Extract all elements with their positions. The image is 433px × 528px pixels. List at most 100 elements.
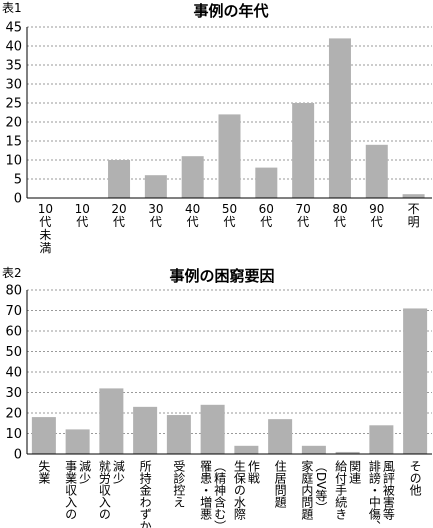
x-tick-label: 30代 xyxy=(148,202,163,229)
x-tick-label-line: 誹謗・中傷、 xyxy=(367,460,381,528)
x-tick-label-line: 代 xyxy=(150,215,162,229)
x-tick-label: 家庭内問題 （DV等） xyxy=(300,459,328,521)
x-tick-label-line: 代 xyxy=(76,215,88,229)
y-tick-label: 15 xyxy=(5,135,22,150)
x-tick-label-line: その他 xyxy=(408,460,422,496)
bar xyxy=(200,404,225,454)
x-tick-label-line: 代 xyxy=(113,215,125,229)
y-tick-label: 40 xyxy=(5,366,22,381)
x-tick-label: 40代 xyxy=(185,202,200,229)
x-tick-label-line: 代 xyxy=(334,215,346,229)
bar xyxy=(144,175,167,198)
x-tick-label: 50代 xyxy=(222,202,237,229)
y-tick-label: 40 xyxy=(5,40,22,55)
x-tick-label: 受診控え xyxy=(172,460,186,508)
x-tick-label-line: 事業収入の xyxy=(64,460,78,520)
x-tick-label: 就労収入の 減少 xyxy=(97,459,125,520)
x-tick-label: 住居問題 xyxy=(273,460,287,509)
chart-label: 表1 xyxy=(2,1,22,15)
y-tick-label: 10 xyxy=(5,427,22,442)
x-tick-label: 不明 xyxy=(408,202,420,229)
x-tick-label-line: 未 xyxy=(39,228,51,242)
y-tick-label: 80 xyxy=(5,284,22,299)
x-tick-label-line: 生保の水際 xyxy=(232,460,246,520)
y-tick-label: 50 xyxy=(5,345,22,360)
y-tick-label: 30 xyxy=(5,386,22,401)
bar xyxy=(402,194,425,198)
x-tick-label-line: 代 xyxy=(297,215,309,229)
x-tick-label: 誹謗・中傷、 風評被害等 xyxy=(367,460,395,528)
bar xyxy=(65,429,90,454)
x-tick-label-line: 罹患・増悪 xyxy=(199,460,213,520)
y-tick-label: 25 xyxy=(5,97,22,112)
x-tick-label: その他 xyxy=(408,460,422,496)
bar xyxy=(234,445,259,454)
bar xyxy=(335,451,360,454)
x-tick-label: 20代 xyxy=(111,202,126,229)
x-tick-label-line: 給付手続き xyxy=(334,460,348,520)
bar xyxy=(255,167,278,198)
x-tick-label: 所持金わずか xyxy=(138,460,152,528)
y-tick-label: 45 xyxy=(5,21,22,36)
x-tick-label: 罹患・増悪 （精神含む） xyxy=(199,460,227,528)
x-tick-label-line: 関連 xyxy=(348,460,362,485)
x-tick-label-line: 住居問題 xyxy=(273,460,287,509)
x-tick-label-line: 80 xyxy=(332,202,347,216)
x-tick-label-line: （精神含む） xyxy=(213,460,227,528)
chart-age-groups: 表1 事例の年代 05101520253035404510代未満10代20代30… xyxy=(2,1,432,255)
chart-title: 事例の困窮要因 xyxy=(169,267,274,285)
x-tick-label-line: 代 xyxy=(39,215,51,229)
x-tick-label-line: 明 xyxy=(408,215,420,229)
y-tick-label: 0 xyxy=(14,192,22,207)
bar xyxy=(133,406,158,454)
x-tick-label-line: 40 xyxy=(185,202,200,216)
x-tick-label: 給付手続き 関連 xyxy=(334,460,362,520)
x-tick-label-line: 20 xyxy=(111,202,126,216)
plot-area: 01020304050607080失業 事業収入の 減少 就労収入の 減少 所持金わずか受… xyxy=(5,284,432,528)
x-tick-label-line: 就労収入の xyxy=(97,460,111,520)
y-tick-label: 20 xyxy=(5,407,22,422)
bar xyxy=(108,160,131,198)
x-tick-label-line: 減少 xyxy=(78,459,92,484)
chart-title: 事例の年代 xyxy=(193,2,268,20)
x-tick-label-line: 不 xyxy=(408,202,420,216)
x-tick-label-line: 代 xyxy=(187,215,199,229)
bar xyxy=(403,308,428,454)
x-tick-label-line: 10 xyxy=(38,202,53,216)
x-tick-label-line: 30 xyxy=(148,202,163,216)
x-tick-label-line: 満 xyxy=(39,241,51,255)
plot-area: 05101520253035404510代未満10代20代30代40代50代60… xyxy=(5,21,432,255)
x-tick-label-line: 家庭内問題 xyxy=(300,459,314,521)
x-tick-label: 事業収入の 減少 xyxy=(64,459,92,520)
y-tick-label: 5 xyxy=(14,173,22,188)
x-tick-label-line: 作戦 xyxy=(246,460,260,485)
bar xyxy=(301,445,326,454)
x-tick-label-line: 60 xyxy=(259,202,274,216)
x-tick-label-line: 90 xyxy=(369,202,384,216)
x-tick-label: 10代 xyxy=(75,202,90,229)
bar xyxy=(365,144,388,198)
x-tick-label: 生保の水際 作戦 xyxy=(232,460,260,520)
x-tick-label-line: 減少 xyxy=(111,459,125,484)
bar xyxy=(328,38,351,199)
x-tick-label-line: 代 xyxy=(260,215,272,229)
bar xyxy=(218,114,241,198)
bar xyxy=(31,417,56,454)
x-tick-label: 80代 xyxy=(332,202,347,229)
y-tick-label: 60 xyxy=(5,325,22,340)
bar xyxy=(99,388,124,454)
y-tick-label: 30 xyxy=(5,78,22,93)
y-tick-label: 70 xyxy=(5,304,22,319)
bar xyxy=(369,425,394,454)
bar xyxy=(292,103,315,198)
x-tick-label-line: 70 xyxy=(295,202,310,216)
y-tick-label: 20 xyxy=(5,116,22,131)
x-tick-label: 90代 xyxy=(369,202,384,229)
x-tick-label-line: 受診控え xyxy=(172,460,186,508)
x-tick-label-line: 代 xyxy=(223,215,235,229)
x-tick-label: 60代 xyxy=(259,202,274,229)
bar xyxy=(166,415,191,454)
chart-label: 表2 xyxy=(2,266,22,280)
x-tick-label-line: （DV等） xyxy=(314,460,328,513)
x-tick-label-line: 代 xyxy=(371,215,383,229)
